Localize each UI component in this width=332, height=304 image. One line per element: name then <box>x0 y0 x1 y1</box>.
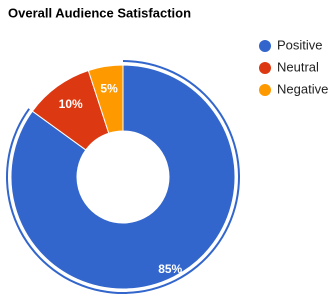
legend-label[interactable]: Positive <box>277 37 323 52</box>
legend-label[interactable]: Neutral <box>277 59 319 74</box>
slice-label: 85% <box>158 262 182 276</box>
legend-marker[interactable] <box>259 62 271 74</box>
chart-title: Overall Audience Satisfaction <box>8 5 191 20</box>
slice[interactable] <box>87 64 124 134</box>
legend-label[interactable]: Negative <box>277 81 328 96</box>
slice-label: 10% <box>59 97 83 111</box>
slice[interactable] <box>10 64 236 290</box>
slice-label: 5% <box>100 81 118 95</box>
legend-marker[interactable] <box>259 84 271 96</box>
legend-marker[interactable] <box>259 40 271 52</box>
